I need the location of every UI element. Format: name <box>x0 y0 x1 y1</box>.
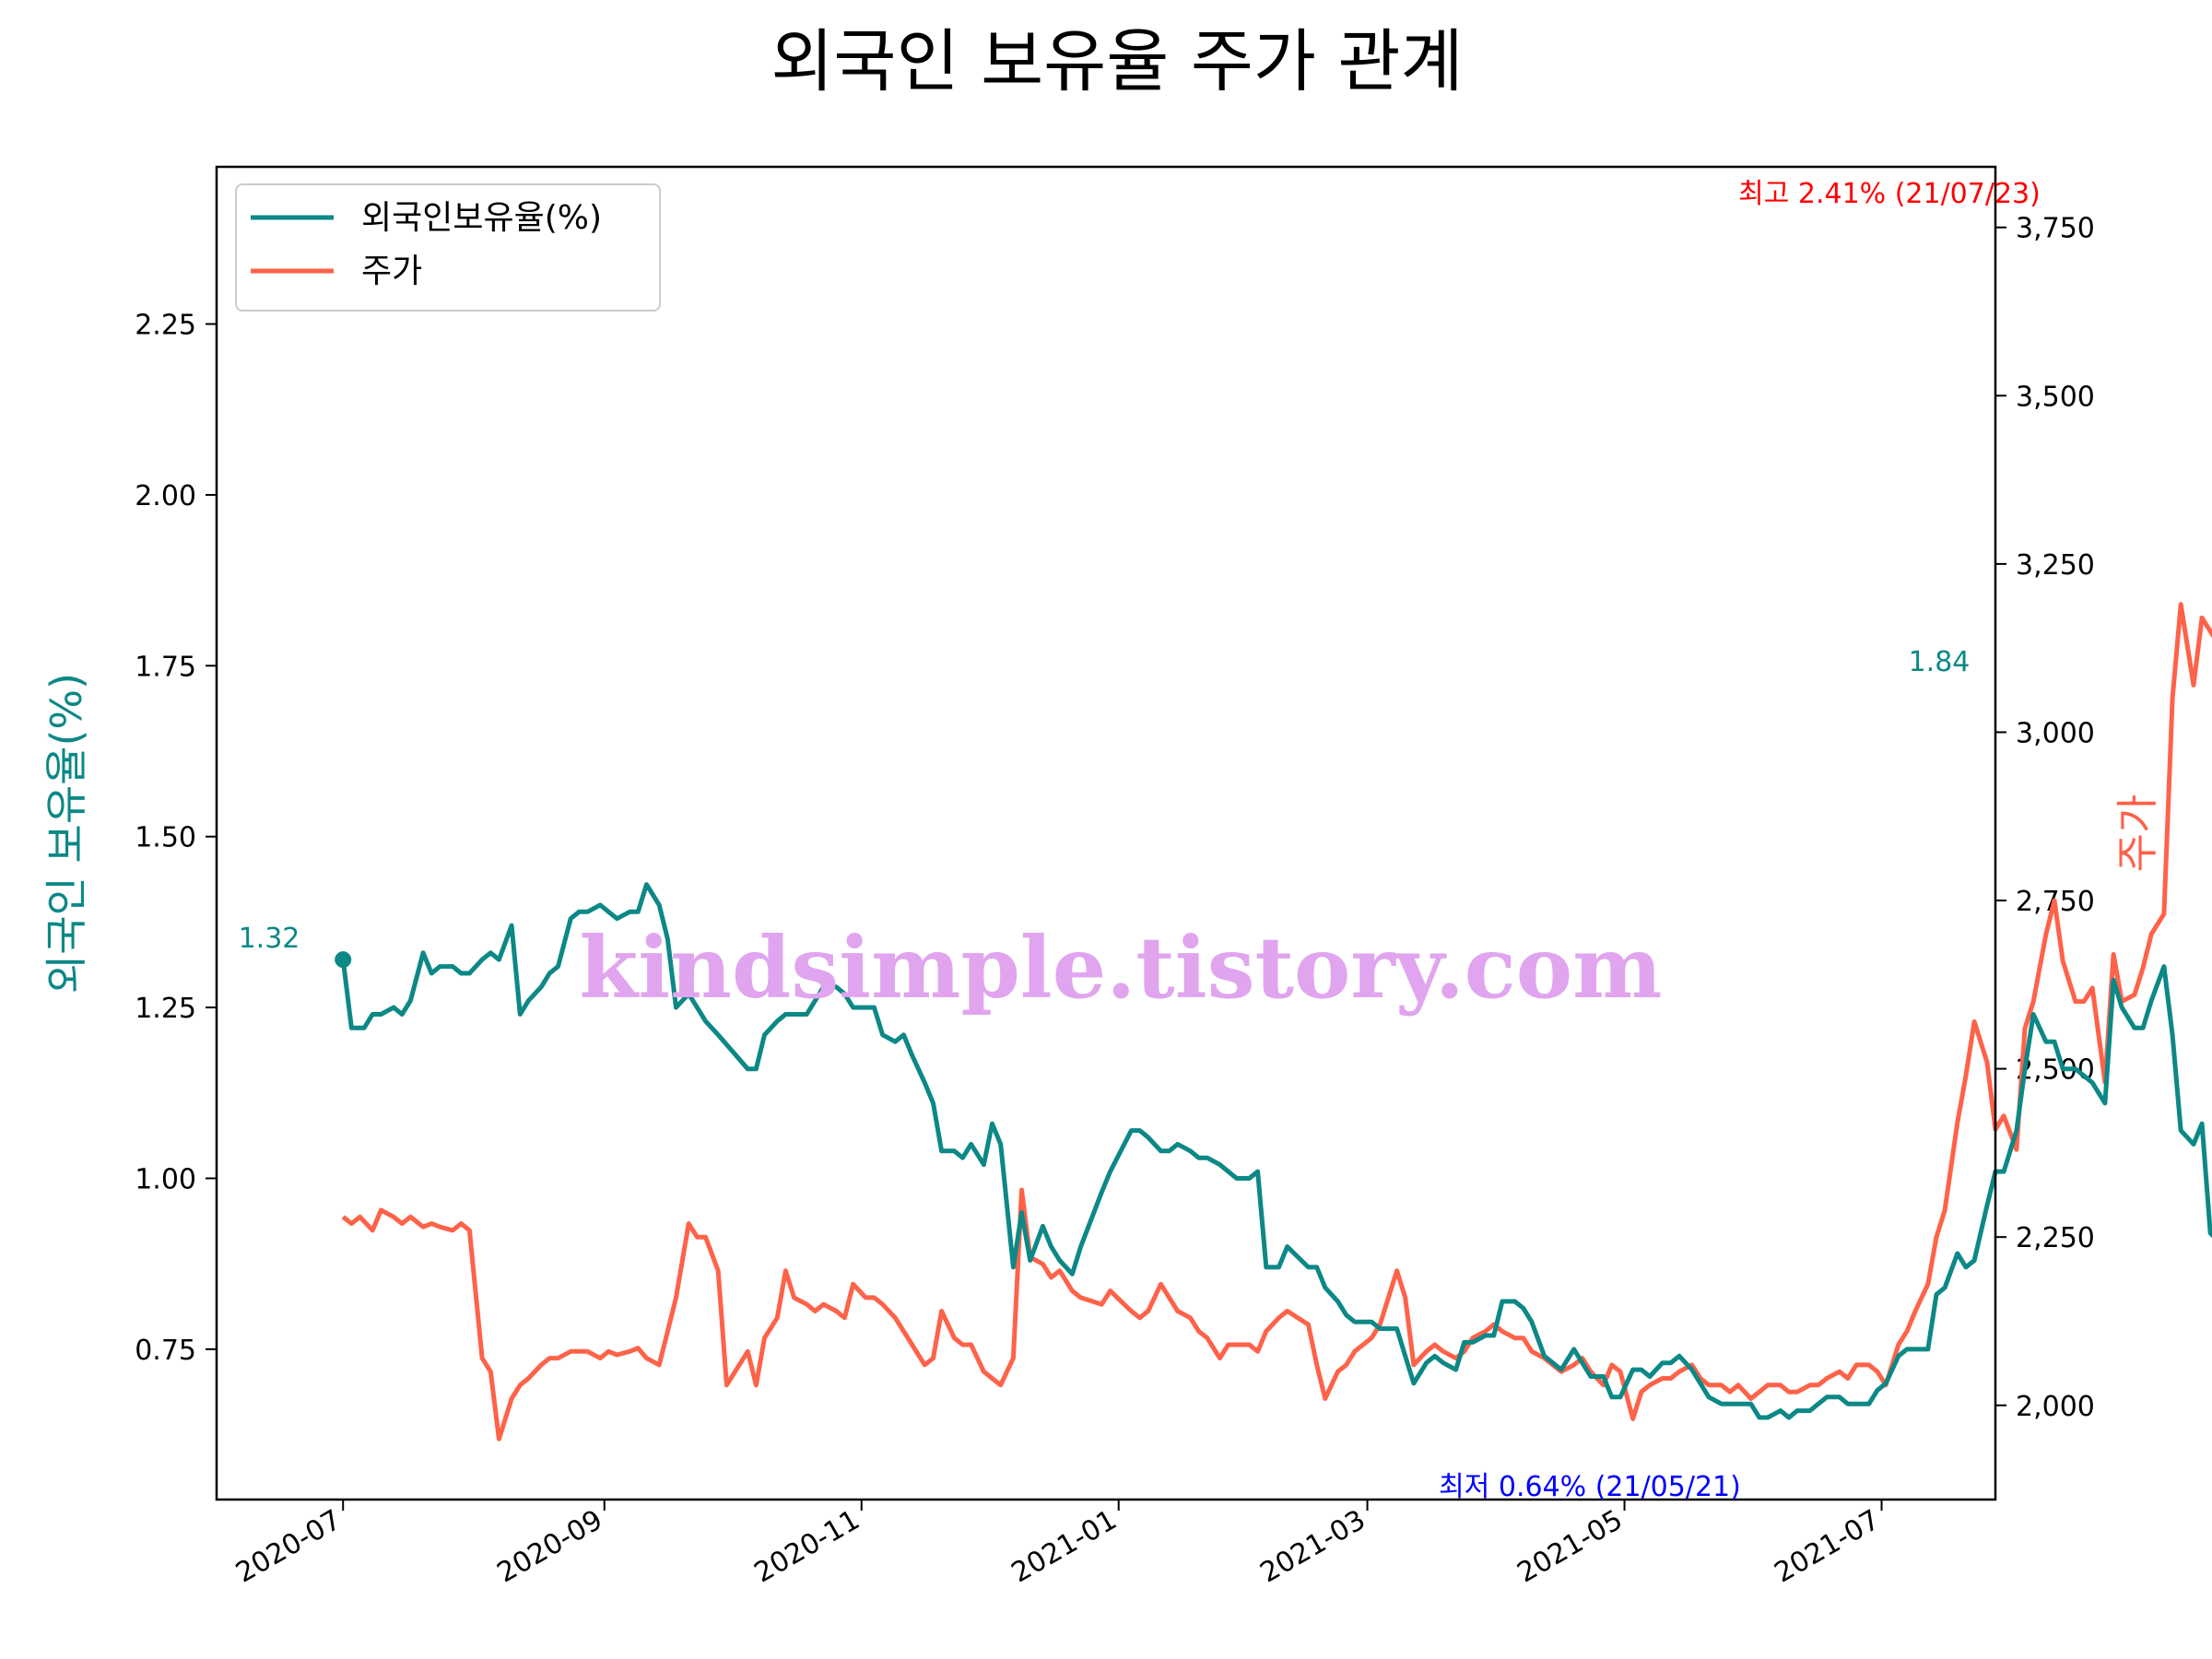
x-tick-label: 2021-01 <box>1006 1504 1123 1590</box>
y-right-tick-label: 2,000 <box>2016 1391 2095 1423</box>
series-line-ownership <box>340 882 2212 1420</box>
end-value-label: 1.84 <box>1909 646 1971 678</box>
start-value-label: 1.32 <box>239 923 300 955</box>
watermark-text: kindsimple.tistory.com <box>579 918 1662 1018</box>
x-tick-label: 2021-03 <box>1254 1504 1371 1590</box>
y-left-tick-label: 1.00 <box>135 1163 196 1195</box>
legend: 외국인보유율(%) 주가 <box>235 183 661 312</box>
low-value-label: 최저 0.64% (21/05/21) <box>1439 1471 1741 1503</box>
legend-label-price: 주가 <box>361 253 422 290</box>
y-right-tick-label: 3,750 <box>2016 213 2095 245</box>
y-left-tick-label: 1.50 <box>135 822 196 854</box>
x-tick-label: 2020-07 <box>230 1504 347 1590</box>
y-right-tick-label: 3,250 <box>2016 549 2095 582</box>
y-left-tick-label: 2.25 <box>135 310 196 342</box>
y-axis-left: 0.75 1.00 1.25 1.50 1.75 2.00 2.25 <box>135 310 217 1367</box>
y-axis-left-label: 외국인 보유율(%) <box>41 673 91 994</box>
plot-lines <box>335 602 2212 1441</box>
plot-frame <box>215 165 1997 1501</box>
y-axis-right-label: 주가 <box>2112 794 2162 873</box>
y-right-tick-label: 2,500 <box>2016 1054 2095 1087</box>
x-axis: 2020-07 2020-09 2020-11 2021-01 2021-03 2021-… <box>230 1500 1886 1590</box>
y-right-tick-label: 2,250 <box>2016 1222 2095 1254</box>
y-right-tick-label: 3,000 <box>2016 717 2095 749</box>
start-point-marker <box>335 951 352 969</box>
y-left-tick-label: 2.00 <box>135 480 196 512</box>
y-left-tick-label: 1.75 <box>135 651 196 683</box>
x-tick-label: 2020-11 <box>749 1504 865 1590</box>
high-value-label: 최고 2.41% (21/07/23) <box>1738 178 2041 210</box>
legend-box <box>235 183 661 312</box>
y-right-tick-label: 3,500 <box>2016 381 2095 413</box>
legend-label-ownership: 외국인보유율(%) <box>361 199 602 237</box>
x-tick-label: 2021-07 <box>1769 1504 1885 1590</box>
y-left-tick-label: 0.75 <box>135 1335 196 1367</box>
x-tick-label: 2021-05 <box>1512 1504 1628 1590</box>
y-left-tick-label: 1.25 <box>135 993 196 1025</box>
x-tick-label: 2020-09 <box>492 1504 608 1590</box>
chart-title: 외국인 보유율 주가 관계 <box>771 22 1463 101</box>
